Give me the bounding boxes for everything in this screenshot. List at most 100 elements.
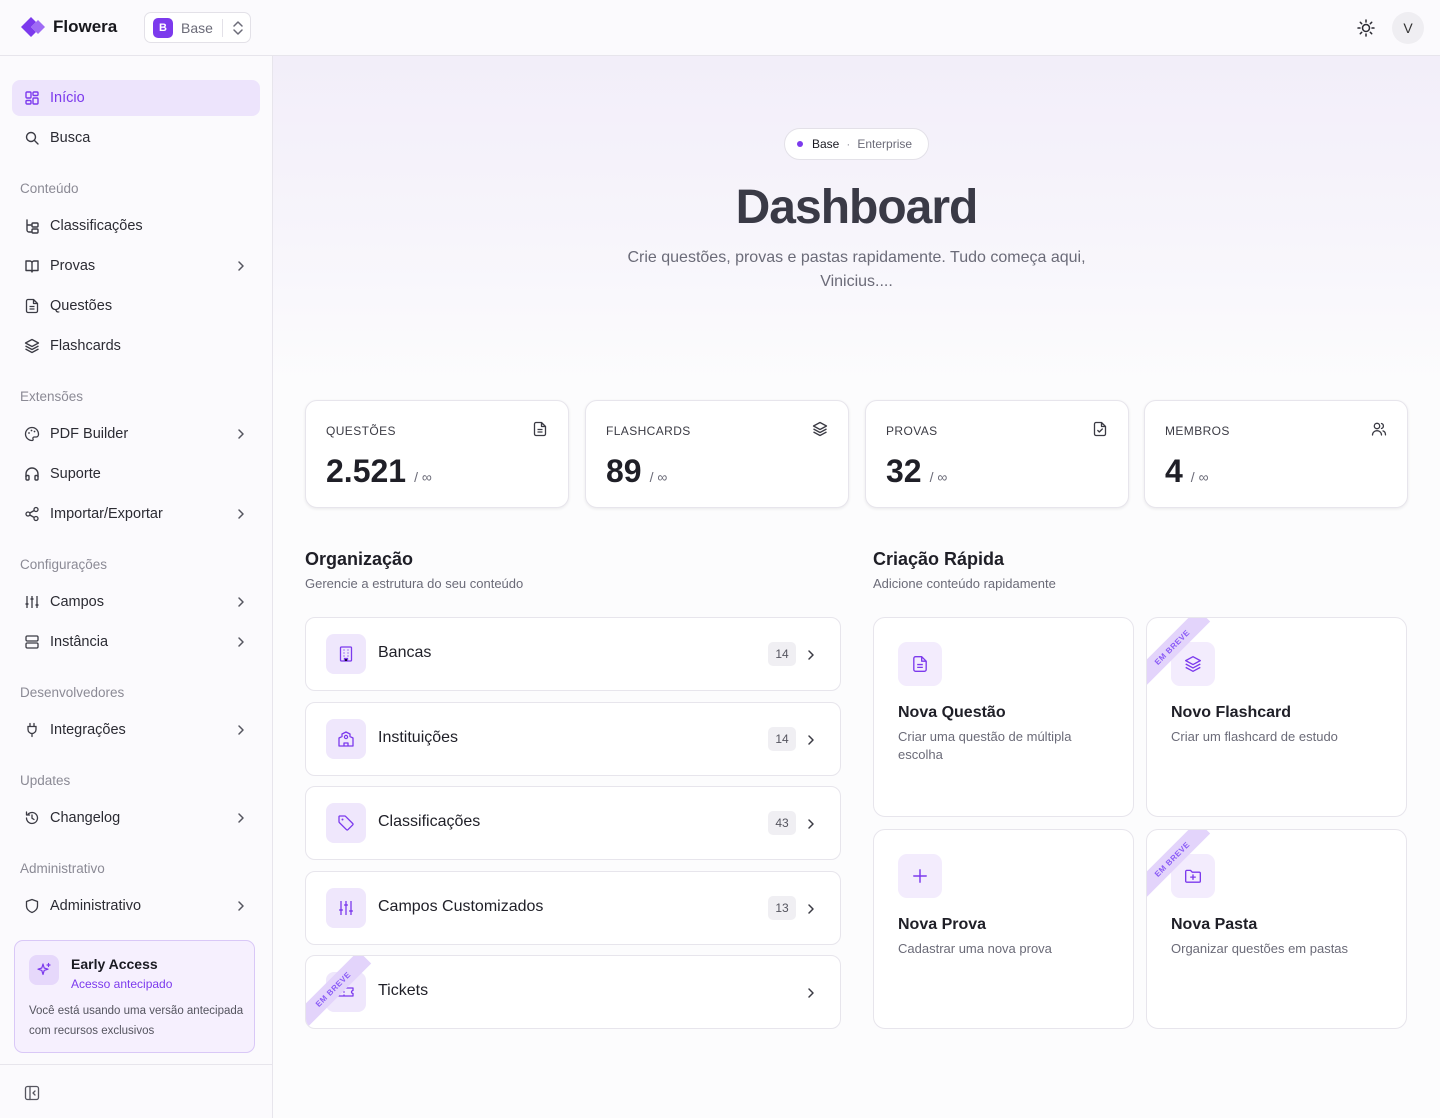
instance-badge: B — [153, 17, 173, 38]
sidebar-item-campos[interactable]: Campos — [12, 584, 260, 620]
main-content: Base · Enterprise Dashboard Crie questõe… — [273, 56, 1440, 1118]
file-text-icon — [533, 421, 547, 437]
sidebar-collapse-icon[interactable] — [24, 1085, 40, 1101]
stat-card-flashcards: FLASHCARDS 89 / ∞ — [585, 400, 849, 508]
org-item-label: Campos Customizados — [378, 898, 544, 915]
org-item-tickets[interactable]: Tickets EM BREVE — [305, 955, 841, 1029]
sidebar-item-integracoes[interactable]: Integrações — [12, 712, 260, 748]
count-badge: 14 — [768, 727, 796, 751]
sidebar-item-label: Questões — [50, 298, 113, 314]
sidebar-item-label: Administrativo — [50, 898, 142, 914]
chevron-right-icon — [238, 429, 244, 439]
sidebar-item-suporte[interactable]: Suporte — [12, 456, 260, 492]
stat-card-provas: PROVAS 32 / ∞ — [865, 400, 1129, 508]
stat-value: 2.521 / ∞ — [326, 453, 432, 490]
sidebar-item-label: Importar/Exportar — [50, 506, 163, 522]
stat-limit: / ∞ — [1190, 469, 1209, 485]
org-item-label: Tickets — [378, 982, 429, 999]
sidebar-item-pdf-builder[interactable]: PDF Builder — [12, 416, 260, 452]
sidebar-item-classificacoes[interactable]: Classificações — [12, 208, 260, 244]
sidebar-item-label: Provas — [50, 258, 96, 274]
sun-icon[interactable] — [1356, 18, 1376, 38]
section-title-desenvolvedores: Desenvolvedores — [20, 685, 125, 700]
quick-card-novo-flashcard[interactable]: Novo Flashcard Criar um flashcard de est… — [1146, 617, 1407, 817]
page-subtitle: Crie questões, provas e pastas rapidamen… — [627, 249, 1086, 290]
chevron-right-icon — [808, 735, 814, 745]
sidebar-item-busca[interactable]: Busca — [12, 120, 260, 156]
app-logo[interactable]: Flowera — [17, 14, 117, 40]
user-avatar[interactable]: V — [1392, 12, 1424, 44]
hero-background — [273, 56, 1440, 386]
sidebar-item-label: Flashcards — [50, 338, 121, 354]
stat-card-membros: MEMBROS 4 / ∞ — [1144, 400, 1408, 508]
sidebar-item-label: Integrações — [50, 722, 126, 738]
top-bar: Flowera B Base V — [0, 0, 1440, 56]
chevron-right-icon — [238, 813, 244, 823]
sidebar-item-label: PDF Builder — [50, 426, 129, 442]
tree-icon — [26, 219, 39, 234]
stat-number: 4 — [1165, 453, 1183, 489]
school-icon — [326, 719, 366, 759]
status-dot — [797, 141, 803, 147]
file-text-icon — [25, 298, 39, 314]
sidebar-item-instancia[interactable]: Instância — [12, 624, 260, 660]
plug-icon — [27, 722, 37, 738]
headphones-icon — [25, 467, 39, 481]
quick-create-title: Criação Rápida — [873, 549, 1005, 569]
org-item-classificacoes[interactable]: Classificações 43 — [305, 786, 841, 860]
chevron-right-icon — [238, 637, 244, 647]
quick-card-nova-pasta[interactable]: Nova Pasta Organizar questões em pastas … — [1146, 829, 1407, 1029]
sidebar-item-provas[interactable]: Provas — [12, 248, 260, 284]
org-item-campos-customizados[interactable]: Campos Customizados 13 — [305, 871, 841, 945]
layers-icon — [812, 421, 828, 437]
org-item-instituicoes[interactable]: Instituições 14 — [305, 702, 841, 776]
divider — [222, 19, 223, 37]
chevron-right-icon — [808, 904, 814, 914]
section-title-extensoes: Extensões — [20, 389, 84, 404]
server-icon — [25, 635, 39, 649]
app-name: Flowera — [53, 17, 118, 36]
building-icon — [326, 634, 366, 674]
chevron-right-icon — [238, 725, 244, 735]
pill-plan: Enterprise — [857, 137, 913, 151]
book-icon — [25, 260, 39, 273]
quick-card-nova-prova[interactable]: Nova Prova Cadastrar uma nova prova — [873, 829, 1134, 1029]
sidebar-item-importar-exportar[interactable]: Importar/Exportar — [12, 496, 260, 532]
quick-card-description: Criar uma questão de múltipla escolha — [898, 729, 1072, 762]
quick-card-nova-questao[interactable]: Nova Questão Criar uma questão de múltip… — [873, 617, 1134, 817]
pill-instance: Base — [812, 137, 840, 151]
users-icon — [1371, 422, 1387, 436]
chevron-right-icon — [808, 650, 814, 660]
sidebar-item-label: Classificações — [50, 218, 143, 234]
sidebar-footer — [0, 1064, 272, 1118]
sidebar-item-label: Início — [50, 90, 85, 106]
chevron-right-icon — [238, 261, 244, 271]
quick-card-description: Organizar questões em pastas — [1171, 941, 1349, 956]
chevron-right-icon — [238, 509, 244, 519]
section-title-configuracoes: Configurações — [20, 557, 108, 572]
early-access-description: Você está usando uma versão antecipada c… — [29, 1005, 244, 1037]
dashboard-icon — [25, 91, 39, 105]
plus-icon — [898, 854, 942, 898]
count-badge: 14 — [768, 642, 796, 666]
quick-card-title: Nova Prova — [898, 916, 987, 933]
sparkles-icon — [29, 955, 59, 985]
chevron-right-icon — [808, 988, 814, 998]
sidebar-item-questoes[interactable]: Questões — [12, 288, 260, 324]
sidebar-item-changelog[interactable]: Changelog — [12, 800, 260, 836]
sidebar-item-label: Busca — [50, 130, 91, 146]
sliders-icon — [326, 888, 366, 928]
sidebar-item-administrativo[interactable]: Administrativo — [12, 888, 260, 924]
org-item-bancas[interactable]: Bancas 14 — [305, 617, 841, 691]
page-title: Dashboard — [735, 181, 979, 234]
sidebar-item-label: Suporte — [50, 466, 101, 482]
sidebar-item-inicio[interactable]: Início — [12, 80, 260, 116]
chevron-right-icon — [238, 597, 244, 607]
stat-number: 32 — [886, 453, 922, 489]
organization-subtitle: Gerencie a estrutura do seu conteúdo — [305, 576, 524, 591]
stat-label: FLASHCARDS — [606, 424, 691, 438]
sidebar-item-flashcards[interactable]: Flashcards — [12, 328, 260, 364]
quick-create-subtitle: Adicione conteúdo rapidamente — [873, 576, 1056, 591]
instance-switcher[interactable]: B Base — [144, 12, 251, 43]
org-item-label: Bancas — [378, 644, 432, 661]
